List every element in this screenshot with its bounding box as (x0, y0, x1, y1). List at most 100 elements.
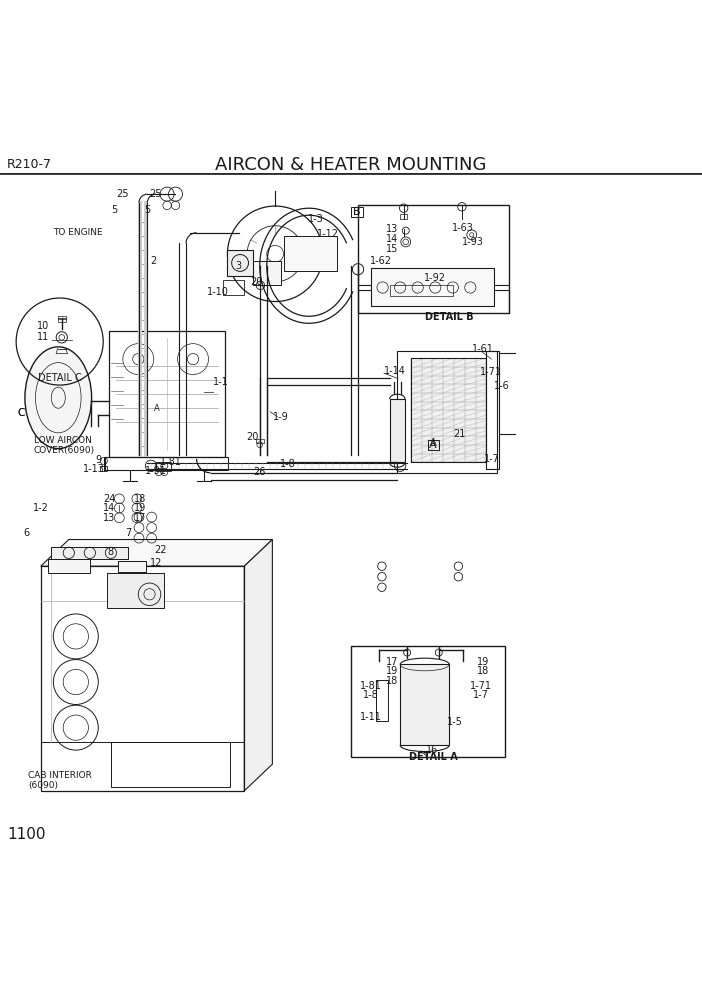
Bar (156, 462, 171, 471)
Text: 1-12: 1-12 (317, 229, 339, 239)
Bar (256, 439, 264, 443)
Bar (351, 646, 505, 757)
Text: A: A (430, 439, 437, 449)
Bar (351, 206, 363, 216)
Text: 20: 20 (246, 433, 259, 442)
Bar (371, 268, 494, 307)
Bar (428, 439, 439, 449)
Text: 19: 19 (385, 667, 398, 677)
Bar (111, 742, 230, 788)
Text: 1-93: 1-93 (461, 237, 484, 247)
Text: 24: 24 (103, 494, 116, 504)
Text: 15: 15 (385, 244, 398, 254)
Bar (223, 281, 244, 295)
Text: 1100: 1100 (7, 827, 46, 842)
Text: 6: 6 (24, 528, 29, 539)
Text: 12: 12 (150, 558, 163, 567)
Bar (390, 286, 453, 296)
Text: 17: 17 (385, 658, 398, 668)
Text: 1-13: 1-13 (83, 464, 105, 474)
Bar (48, 559, 90, 573)
Text: 1-62: 1-62 (370, 256, 392, 266)
Bar (397, 351, 497, 473)
Text: LOW AIRCON
COVER(6090): LOW AIRCON COVER(6090) (34, 435, 95, 455)
Text: 1-5: 1-5 (447, 717, 463, 727)
Bar (284, 236, 337, 272)
Bar (100, 466, 107, 471)
Text: 1-6: 1-6 (494, 382, 510, 392)
Bar (41, 566, 244, 791)
Text: 18: 18 (477, 667, 489, 677)
Text: 22: 22 (154, 545, 166, 556)
Text: 13: 13 (103, 513, 116, 523)
Bar (105, 457, 228, 470)
Text: 14: 14 (385, 234, 398, 244)
Text: 1-11: 1-11 (359, 712, 382, 722)
Text: 1-2: 1-2 (33, 503, 48, 513)
Text: AIRCON & HEATER MOUNTING: AIRCON & HEATER MOUNTING (216, 156, 486, 174)
Bar (400, 665, 449, 745)
Bar (107, 573, 164, 608)
Text: B: B (353, 206, 360, 216)
Text: DETAIL A: DETAIL A (409, 752, 458, 762)
Text: A: A (154, 404, 159, 413)
Text: 1-7: 1-7 (473, 689, 489, 699)
Bar (400, 214, 407, 218)
Text: 1-63: 1-63 (452, 223, 475, 233)
Text: 1-71: 1-71 (480, 367, 503, 377)
Text: 5: 5 (112, 205, 117, 215)
Bar (390, 399, 405, 462)
Text: 14: 14 (103, 503, 116, 513)
Ellipse shape (25, 347, 91, 448)
Text: 19: 19 (477, 658, 489, 668)
Text: TO ENGINE: TO ENGINE (53, 228, 102, 237)
Text: DETAIL C: DETAIL C (38, 373, 81, 383)
Text: 1-8: 1-8 (363, 689, 378, 699)
Text: C: C (18, 408, 25, 419)
Bar (358, 204, 509, 313)
Text: C: C (17, 408, 25, 419)
Text: 1-1: 1-1 (213, 377, 229, 387)
Bar (58, 316, 66, 319)
Text: 13: 13 (385, 224, 398, 234)
Bar (58, 317, 66, 322)
Text: 1-8: 1-8 (280, 459, 296, 469)
Text: 1-92: 1-92 (424, 274, 446, 284)
Bar (109, 331, 225, 457)
Text: R210-7: R210-7 (7, 158, 52, 172)
Text: 21: 21 (453, 430, 465, 439)
Text: 1-81: 1-81 (159, 456, 182, 466)
Text: 16: 16 (425, 745, 438, 755)
Bar (486, 351, 499, 469)
Text: A: A (430, 438, 437, 448)
Text: 17: 17 (134, 513, 147, 523)
Polygon shape (244, 540, 272, 791)
Text: 19: 19 (134, 503, 147, 513)
Text: 1-61: 1-61 (472, 343, 494, 353)
Text: 25: 25 (117, 189, 129, 199)
Text: 1-71: 1-71 (470, 681, 492, 690)
Text: 20: 20 (250, 277, 263, 287)
Bar (411, 358, 486, 462)
Text: 1-9: 1-9 (273, 412, 289, 422)
Text: 1-91: 1-91 (145, 466, 167, 476)
Text: 1-81: 1-81 (359, 681, 382, 690)
Bar (411, 358, 486, 462)
Text: 1-7: 1-7 (484, 453, 499, 464)
Text: B: B (353, 206, 360, 216)
Bar (227, 250, 253, 277)
Text: 5: 5 (145, 205, 150, 215)
Text: 26: 26 (253, 467, 266, 477)
Text: 3: 3 (236, 261, 241, 271)
Bar (51, 547, 128, 559)
Text: 1-10: 1-10 (206, 288, 229, 298)
Text: 18: 18 (134, 494, 147, 504)
Text: CAB INTERIOR
(6090): CAB INTERIOR (6090) (28, 771, 92, 790)
Bar (253, 261, 281, 286)
Polygon shape (41, 540, 272, 566)
Text: 18: 18 (385, 676, 398, 685)
Text: 10: 10 (37, 321, 50, 331)
Text: 1-14: 1-14 (383, 366, 406, 376)
Bar (376, 680, 388, 720)
Bar (118, 561, 146, 571)
